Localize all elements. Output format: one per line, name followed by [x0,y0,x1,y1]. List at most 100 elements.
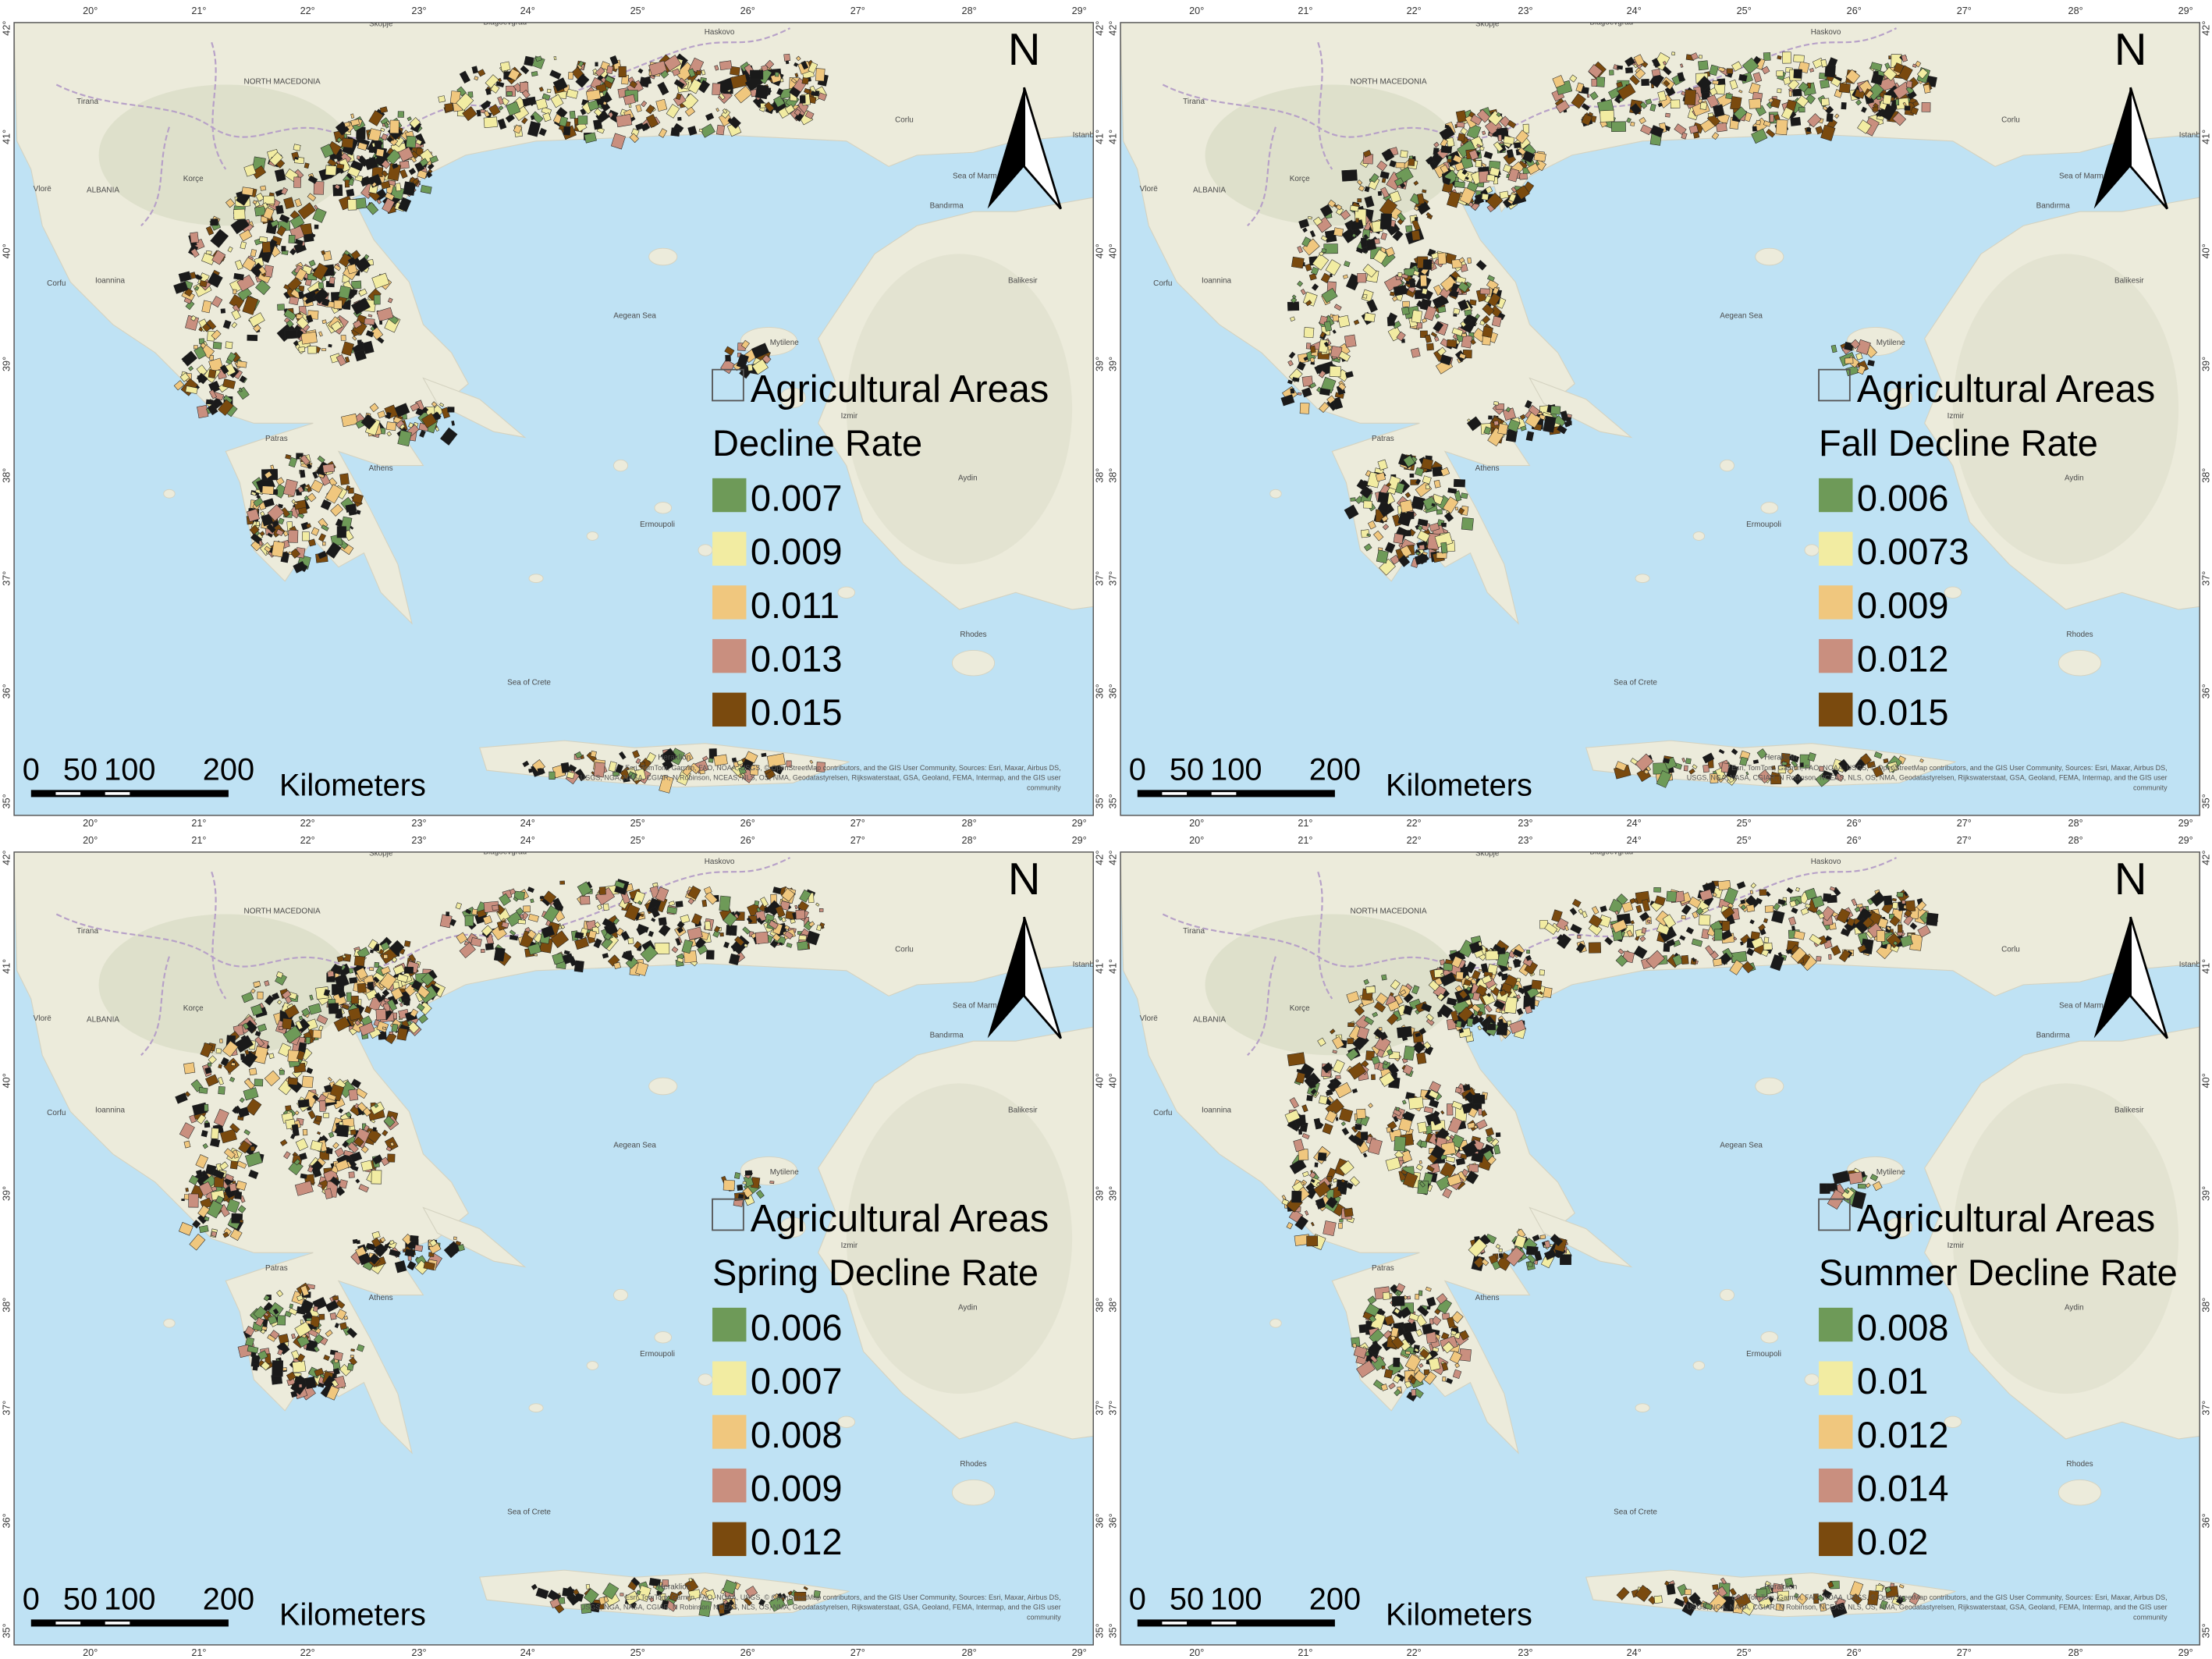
agricultural-patch [1485,186,1493,194]
agricultural-patch [310,1140,323,1152]
agricultural-patch [1425,211,1431,218]
agricultural-patch [243,1087,259,1101]
agricultural-patch [598,886,606,895]
agricultural-patch [352,1165,359,1171]
agricultural-patch [439,402,445,407]
agricultural-patch [1310,266,1319,275]
agricultural-patch [356,1240,360,1245]
agricultural-patch [1851,898,1857,907]
agricultural-patch [321,524,329,531]
agricultural-patch [726,929,734,936]
lat-label: 41° [1,130,12,144]
agricultural-patch [1481,130,1486,136]
agricultural-patch [1379,187,1390,198]
island [163,1318,176,1328]
agricultural-patch [398,197,412,212]
agricultural-patch [699,769,705,775]
agricultural-patch [1837,758,1851,773]
agricultural-patch [587,99,599,112]
agricultural-patch [234,260,243,270]
place-label: Balikesir [1008,1106,1038,1114]
agricultural-patch [1363,233,1369,240]
agricultural-patch [1614,910,1619,915]
agricultural-patch [1834,773,1844,782]
lon-label: 23° [411,1647,426,1658]
agricultural-patch [280,187,289,195]
island [163,488,176,499]
agricultural-patch [1681,904,1692,915]
agricultural-patch [231,1213,243,1224]
agricultural-patch [1320,272,1331,283]
agricultural-patch [1382,524,1389,531]
agricultural-patch [250,988,256,994]
agricultural-patch [612,771,620,777]
agricultural-patch [1298,1128,1302,1135]
agricultural-patch [521,117,528,125]
agricultural-patch [637,68,644,74]
agricultural-patch [764,101,775,112]
agricultural-patch [350,250,361,261]
agricultural-patch [341,137,354,148]
agricultural-patch [1408,1096,1424,1110]
agricultural-patch [509,934,519,941]
agricultural-patch [328,276,336,285]
agricultural-patch [1345,273,1361,291]
agricultural-patch [306,463,313,469]
island [1692,1361,1705,1370]
agricultural-patch [1389,190,1401,204]
agricultural-patch [1890,764,1898,771]
agricultural-patch [253,1306,268,1320]
agricultural-patch [1657,102,1663,108]
agricultural-patch [353,955,366,967]
agricultural-patch [1679,63,1683,68]
agricultural-patch [277,1315,286,1326]
agricultural-patch [522,98,530,107]
agricultural-patch [1411,229,1421,241]
agricultural-patch [1479,288,1490,295]
island [1635,574,1650,584]
agricultural-patch [1289,316,1295,322]
agricultural-patch [515,907,524,916]
lat-label: 37° [1095,571,1106,586]
agricultural-patch [291,1333,296,1339]
island [951,1479,996,1506]
agricultural-patch [1763,52,1771,61]
agricultural-patch [727,118,733,123]
island [951,649,996,677]
agricultural-patch [546,88,552,94]
agricultural-patch [474,76,479,81]
scale-label: 100 [1210,753,1262,787]
lon-label: 29° [2178,818,2192,829]
agricultural-patch [319,1100,326,1112]
agricultural-patch [1489,166,1500,177]
agricultural-patch [343,133,348,139]
agricultural-patch [258,236,268,243]
agricultural-patch [594,922,601,929]
agricultural-patch [663,55,682,72]
agricultural-patch [1332,1178,1337,1183]
agricultural-patch [1725,764,1738,779]
agricultural-patch [531,71,538,77]
agricultural-patch [264,1070,281,1087]
agricultural-patch [254,1036,265,1047]
agricultural-patch [645,114,659,129]
place-label: Skopje [369,849,393,858]
agricultural-patch [1748,82,1760,96]
north-label: N [2114,25,2146,75]
agricultural-patch [786,1598,794,1606]
agricultural-patch [1497,134,1502,142]
agricultural-patch [698,1600,712,1618]
mountains [846,1083,1073,1394]
place-label: Corlu [2001,115,2020,124]
agricultural-patch [313,1345,320,1353]
agricultural-patch [1312,253,1329,271]
mountains [1205,84,1459,226]
agricultural-patch [557,905,564,911]
agricultural-patch [535,98,548,110]
agricultural-patch [1625,117,1631,123]
agricultural-patch [765,769,776,780]
agricultural-patch [1712,958,1723,967]
agricultural-patch [815,902,820,907]
place-label: Corfu [47,1109,66,1117]
mountains [846,254,1073,565]
